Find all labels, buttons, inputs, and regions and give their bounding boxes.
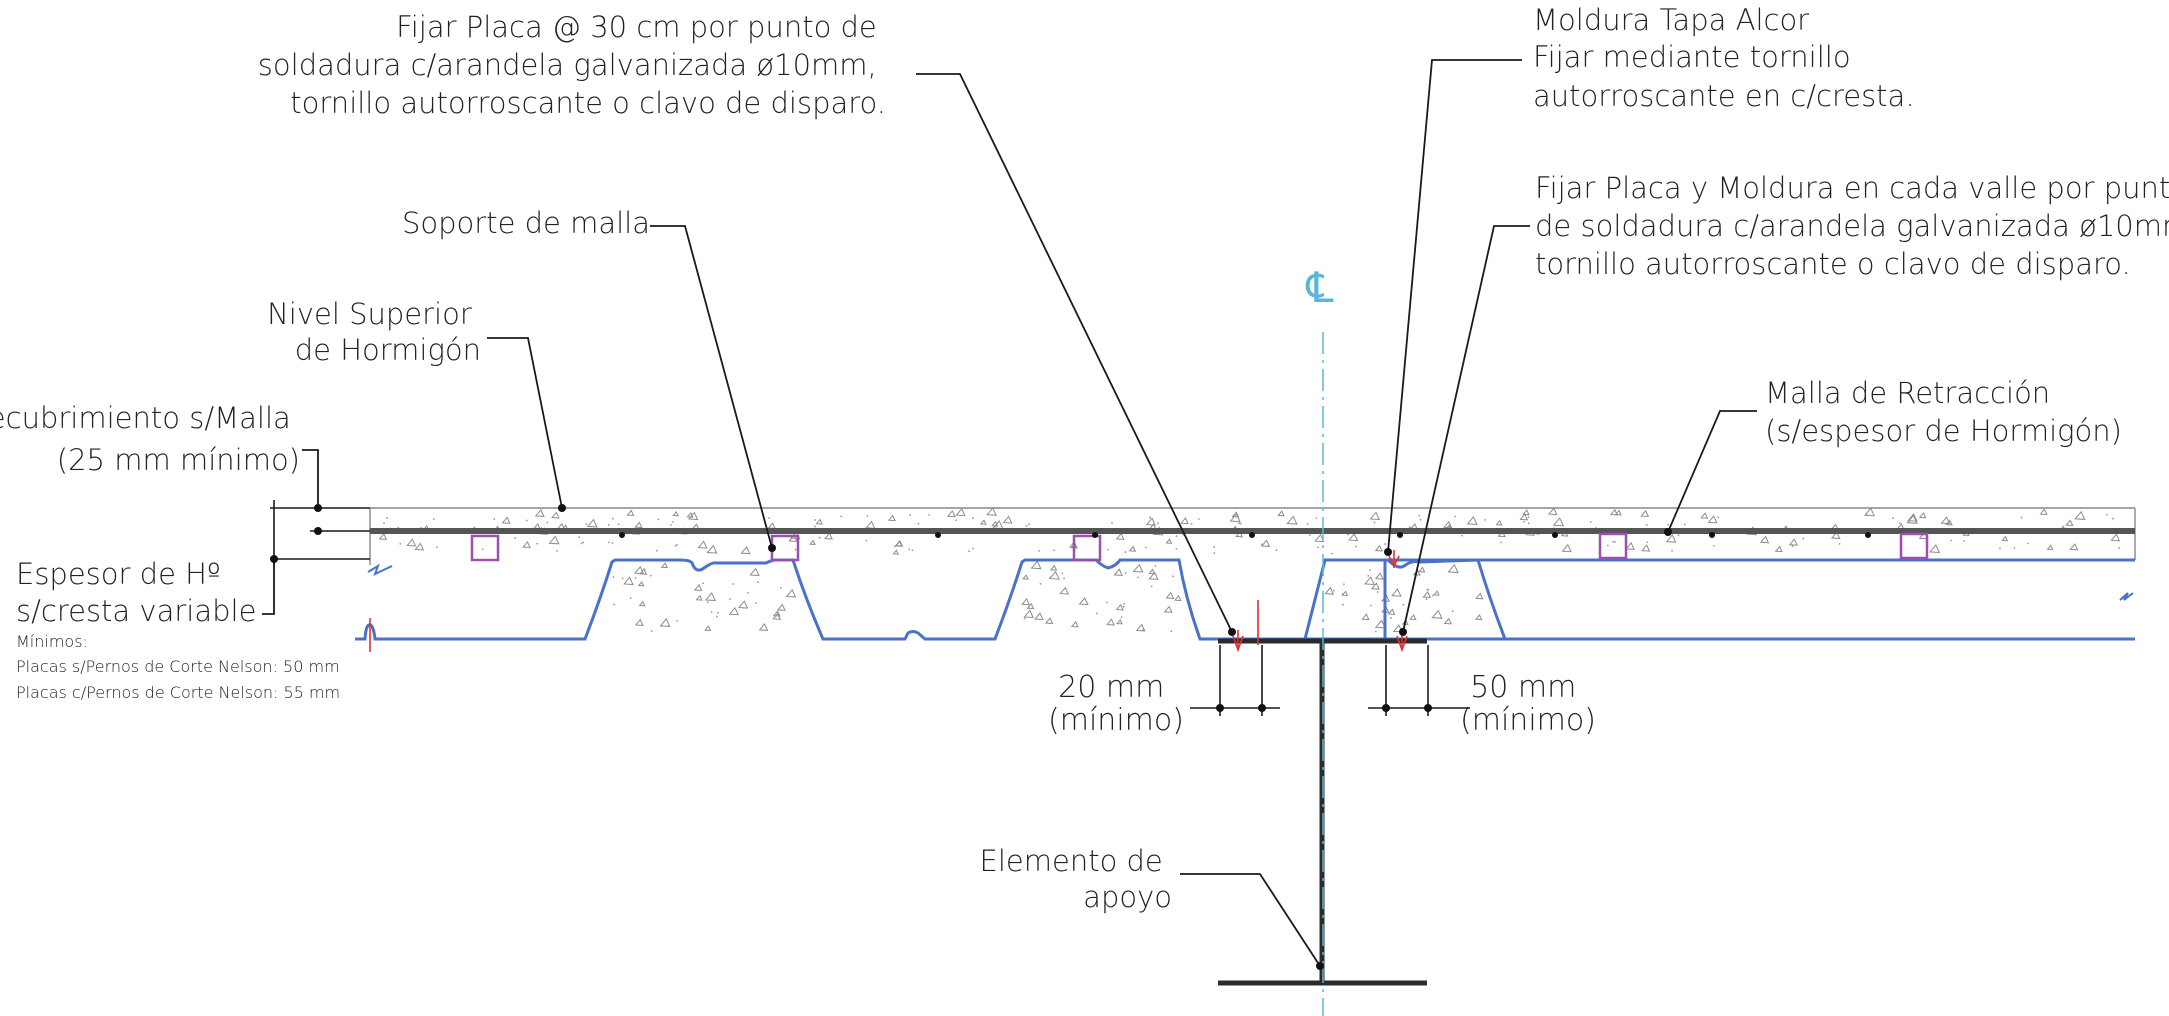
mesh-support-chair [1899,532,1929,560]
leader-espesor [262,559,275,615]
note-moldura: Moldura Tapa Alcor Fijar mediante tornil… [1533,3,1915,113]
leader-malla-retraccion [1667,410,1757,533]
leader-recubrimiento [302,449,319,508]
fastener-mark [1396,635,1408,653]
mesh-support-chair [470,534,500,562]
mesh-support-chair [1598,532,1628,560]
leader-nivel-superior [487,337,563,509]
dimension-right-label: 50 mm (mínimo) [1460,670,1596,738]
concrete-aggregate [378,507,2121,633]
centerline: ℄ [1306,263,1334,1016]
mesh-supports [470,532,1929,562]
fasteners [369,550,1408,653]
centerline-symbol: ℄ [1306,263,1334,312]
leader-moldura [1387,59,1522,553]
note-malla-retraccion: Malla de Retracción (s/espesor de Hormig… [1765,376,2122,448]
mesh-bar-dots [619,532,1871,538]
leader-elemento-apoyo [1180,873,1321,967]
note-nivel-superior: Nivel Superior de Hormigón [267,297,481,367]
dimension-left-label: 20 mm (mínimo) [1048,670,1184,738]
note-fijar-placa: Fijar Placa @ 30 cm por punto de soldadu… [258,10,886,120]
leader-soporte-malla [650,225,773,549]
note-fijar-placa-moldura: Fijar Placa y Moldura en cada valle por … [1535,171,2169,281]
note-espesor: Espesor de Hº s/cresta variable [16,557,256,628]
leader-fijar-placa-moldura [1402,225,1530,633]
slab-thickness-dimensions [270,500,370,566]
leader-fijar-placa [916,73,1233,633]
note-minimos: Mínimos: Placas s/Pernos de Corte Nelson… [16,632,345,702]
note-elemento-apoyo: Elemento de apoyo [980,844,1173,914]
steel-deck-profile [355,558,2135,642]
mesh-support-chair [1072,534,1102,562]
bearing-dimensions [1190,645,1470,716]
fastener-mark [1232,635,1244,653]
concrete-slab [369,507,2136,633]
note-soporte-malla: Soporte de malla [402,206,650,240]
annotations: Fijar Placa @ 30 cm por punto de soldadu… [0,3,2169,914]
note-recubrimiento: Recubrimiento s/Malla (25 mm mínimo) [0,401,300,477]
leaders [262,59,1757,970]
